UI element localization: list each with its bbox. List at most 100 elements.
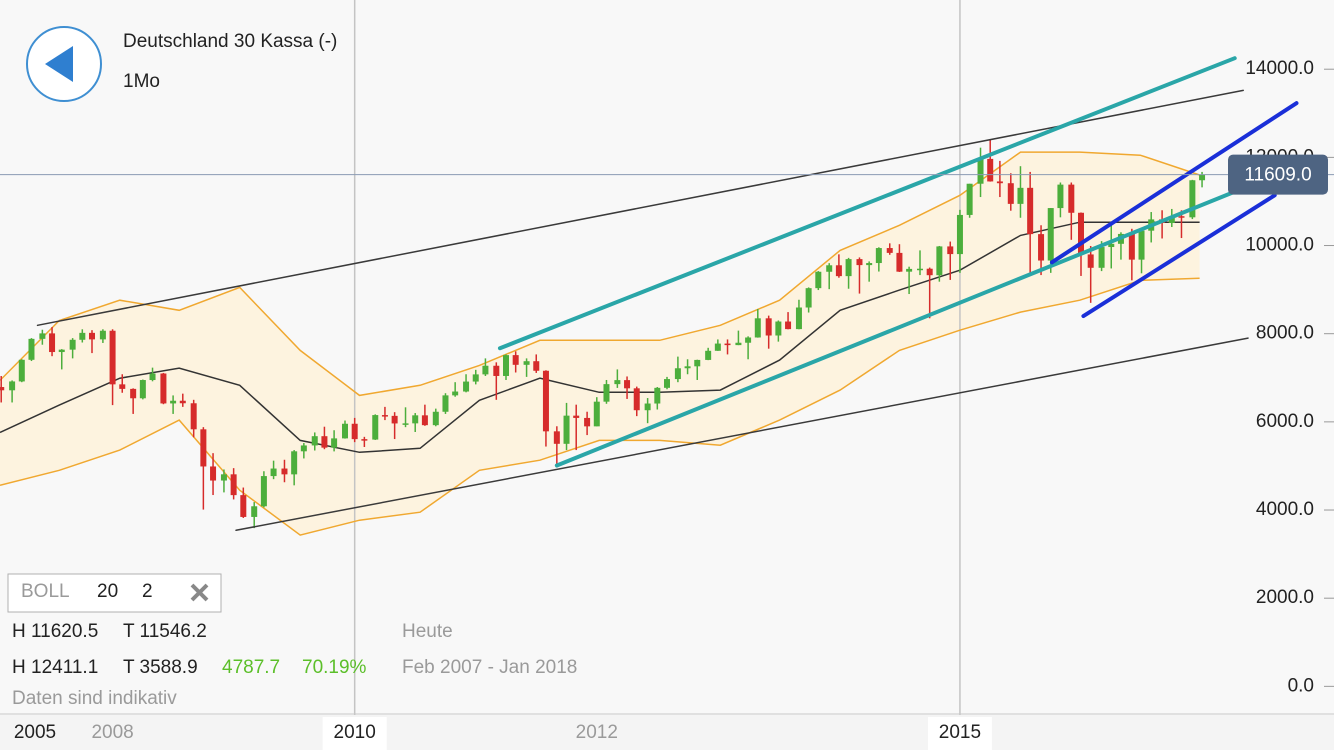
candle-body — [826, 265, 833, 272]
candle-body — [109, 330, 116, 385]
candle-body — [18, 359, 25, 382]
candle-body — [9, 381, 16, 391]
candle-body — [785, 321, 792, 330]
x-tick-label: 2010 — [334, 722, 376, 743]
candle-body — [735, 342, 742, 346]
range-low: T 3588.9 — [123, 657, 198, 678]
candle-body — [432, 411, 439, 426]
range-high: H 12411.1 — [12, 657, 98, 678]
x-tick-label: 2012 — [576, 722, 618, 743]
candle-body — [210, 466, 217, 481]
trend-line — [554, 163, 1303, 468]
trend-line — [36, 89, 1244, 327]
candle-body — [644, 403, 651, 411]
candle-body — [230, 474, 237, 496]
indicator-box — [7, 573, 222, 613]
candle-body — [402, 423, 409, 425]
candle-body — [926, 268, 933, 276]
x-tick-label: 2008 — [91, 722, 133, 743]
candle-body — [705, 350, 712, 360]
last-price-label: 11609.0 — [1244, 165, 1311, 186]
candle-body — [603, 384, 610, 402]
candle-body — [331, 438, 338, 448]
candle-body — [311, 436, 318, 446]
candle-body — [381, 415, 388, 417]
x-axis-strip — [0, 715, 1334, 750]
remove-indicator[interactable] — [190, 583, 209, 602]
candle-body — [251, 506, 258, 517]
trend-line — [1049, 101, 1299, 265]
y-tick-label: 14000.0 — [1245, 58, 1314, 79]
candle-body — [1128, 233, 1135, 260]
back-button[interactable] — [26, 26, 102, 102]
change: 4787.7 — [222, 657, 280, 678]
candle-body — [149, 373, 156, 381]
candle-body — [372, 415, 379, 440]
candle-body — [493, 365, 500, 376]
y-tick-label: 10000.0 — [1245, 235, 1314, 256]
candle-body — [69, 339, 76, 350]
candle-body — [724, 343, 731, 346]
candle-body — [624, 380, 631, 389]
timeline-start-label: 2005 — [14, 722, 56, 743]
candle-body — [866, 263, 873, 266]
candle-body — [1027, 187, 1034, 235]
candle-body — [563, 415, 570, 444]
overlay: Deutschland 30 Kassa (-) 1Mo BOLL 20 2 H… — [0, 26, 1334, 715]
candle-body — [523, 361, 530, 365]
chart-title: Deutschland 30 Kassa (-) — [123, 31, 337, 52]
candle-body — [1199, 174, 1206, 181]
candle-body — [754, 318, 761, 338]
x-tick-label: 2015 — [939, 722, 981, 743]
trend-line — [1081, 193, 1277, 319]
candle-body — [1078, 212, 1084, 255]
candle-body — [856, 259, 863, 266]
candle-body — [49, 333, 56, 353]
candle-body — [886, 248, 893, 253]
candle-body — [190, 403, 197, 430]
candle-body — [664, 379, 670, 388]
candle-body — [947, 246, 954, 255]
candle-body — [99, 330, 106, 340]
x-tick-label-bg — [927, 717, 992, 750]
candle-body — [512, 355, 519, 365]
candle-body — [896, 252, 903, 272]
candle-body — [694, 359, 701, 367]
last-price-badge — [1228, 154, 1328, 195]
candle-body — [745, 337, 752, 343]
candle-body — [614, 380, 621, 385]
candle-body — [1098, 247, 1105, 268]
candle-body — [130, 388, 137, 399]
candle-body — [684, 366, 691, 369]
y-tick-label: 0.0 — [1288, 675, 1314, 696]
candle-body — [351, 423, 358, 440]
candle-body — [1108, 243, 1115, 248]
candle-body — [0, 387, 5, 391]
candle-body — [28, 338, 35, 360]
candle-body — [714, 343, 721, 351]
candle-body — [906, 268, 913, 272]
candle-body — [542, 370, 549, 432]
band-middle — [0, 221, 1200, 454]
y-tick-label: 8000.0 — [1256, 323, 1314, 344]
band-lower — [0, 277, 1200, 536]
candle-body — [1038, 234, 1045, 261]
candle-body — [170, 400, 177, 404]
candle-body — [987, 158, 994, 182]
candle-body — [1178, 216, 1185, 218]
candle-body — [391, 415, 398, 424]
day-high: H 11620.5 — [12, 621, 98, 642]
y-tick-label: 6000.0 — [1256, 411, 1314, 432]
candle-body — [452, 391, 459, 396]
disclaimer: Daten sind indikativ — [12, 688, 177, 709]
candle-body — [533, 361, 540, 371]
trend-line — [497, 56, 1237, 351]
candle-body — [58, 349, 65, 353]
interval: 1Mo — [123, 71, 160, 92]
candle-body — [553, 431, 560, 444]
candle-body — [573, 415, 580, 418]
indicator-deviation: 2 — [142, 581, 153, 602]
candle-body — [160, 373, 167, 404]
